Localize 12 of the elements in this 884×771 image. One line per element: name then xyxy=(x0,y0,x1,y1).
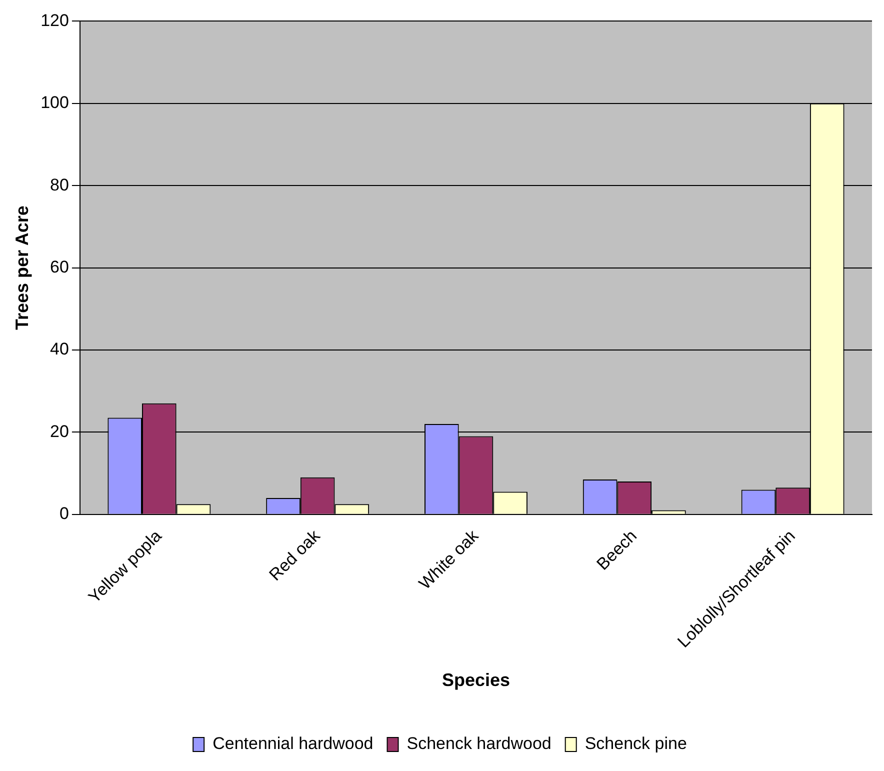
legend-label: Schenck hardwood xyxy=(406,734,552,754)
y-tick-label: 60 xyxy=(50,257,69,276)
x-axis-title: Species xyxy=(442,670,510,690)
legend-label: Centennial hardwood xyxy=(212,734,374,754)
y-tick-label: 80 xyxy=(50,175,69,194)
y-tick-label: 120 xyxy=(40,10,69,30)
legend-label: Schenck pine xyxy=(584,734,687,754)
y-tick-label: 100 xyxy=(40,93,69,112)
y-tick-label: 40 xyxy=(50,340,69,359)
y-tick-label: 20 xyxy=(50,422,69,441)
y-axis-title: Trees per Acre xyxy=(12,206,32,330)
y-tick-label: 0 xyxy=(59,504,69,524)
